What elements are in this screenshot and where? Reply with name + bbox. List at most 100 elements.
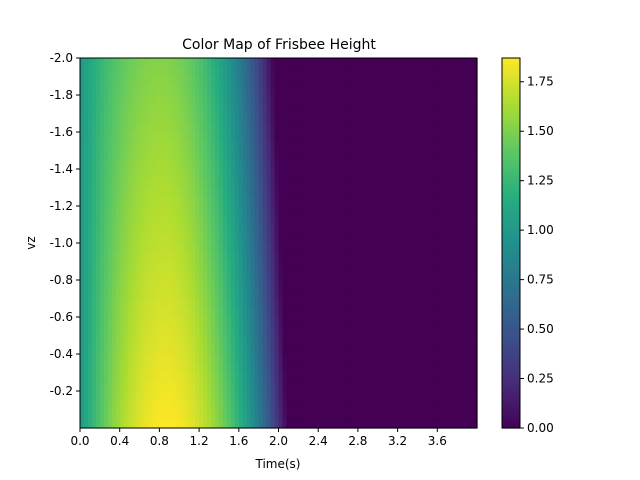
heatmap-cell xyxy=(135,381,141,392)
heatmap-cell xyxy=(262,85,268,96)
heatmap-cell xyxy=(242,76,248,87)
heatmap-cell xyxy=(214,196,220,207)
heatmap-cell xyxy=(369,289,375,300)
colorbar-swatch xyxy=(502,178,520,182)
heatmap-cell xyxy=(330,67,335,78)
heatmap-cell xyxy=(377,67,383,78)
heatmap-cell xyxy=(298,113,303,124)
heatmap-cell xyxy=(183,169,188,179)
heatmap-cell xyxy=(381,280,387,290)
heatmap-cell xyxy=(147,132,153,142)
heatmap-cell xyxy=(151,326,157,337)
heatmap-cell xyxy=(318,113,323,124)
heatmap-cell xyxy=(171,307,176,318)
heatmap-cell xyxy=(469,76,474,87)
heatmap-cell xyxy=(457,58,462,68)
heatmap-cell xyxy=(187,233,192,244)
heatmap-cell xyxy=(199,196,204,207)
heatmap-cell xyxy=(445,363,450,374)
heatmap-cell xyxy=(87,196,93,207)
heatmap-cell xyxy=(107,178,113,189)
heatmap-cell xyxy=(250,307,256,318)
heatmap-cell xyxy=(230,141,236,152)
heatmap-cell xyxy=(433,307,438,318)
heatmap-cell xyxy=(425,206,430,216)
heatmap-cell xyxy=(80,326,85,337)
heatmap-cell xyxy=(95,159,101,170)
heatmap-cell xyxy=(326,335,331,346)
heatmap-cell xyxy=(449,363,454,374)
heatmap-cell xyxy=(318,298,323,309)
heatmap-cell xyxy=(469,85,474,96)
heatmap-cell xyxy=(473,354,478,364)
heatmap-cell xyxy=(187,252,192,263)
heatmap-cell xyxy=(203,169,208,179)
heatmap-cell xyxy=(453,113,458,124)
heatmap-cell xyxy=(334,409,339,420)
heatmap-cell xyxy=(437,317,442,327)
heatmap-cell xyxy=(230,113,236,124)
heatmap-cell xyxy=(226,381,232,392)
heatmap-cell xyxy=(345,418,351,429)
heatmap-cell xyxy=(119,289,125,300)
heatmap-cell xyxy=(214,187,220,198)
heatmap-cell xyxy=(326,354,331,364)
heatmap-cell xyxy=(254,289,260,300)
heatmap-cell xyxy=(195,215,200,226)
heatmap-cell xyxy=(334,215,339,226)
y-tick-label: -1.4 xyxy=(50,162,73,176)
heatmap-cell xyxy=(306,132,311,142)
heatmap-cell xyxy=(95,67,101,78)
heatmap-cell xyxy=(433,354,438,364)
heatmap-cell xyxy=(349,122,355,133)
heatmap-cell xyxy=(159,178,164,189)
heatmap-cell xyxy=(127,372,133,383)
heatmap-cell xyxy=(425,76,430,87)
heatmap-cell xyxy=(473,261,478,272)
heatmap-cell xyxy=(282,132,288,142)
heatmap-cell xyxy=(381,141,387,152)
heatmap-cell xyxy=(80,104,85,115)
heatmap-cell xyxy=(286,243,292,253)
heatmap-cell xyxy=(266,159,272,170)
heatmap-cell xyxy=(274,85,280,96)
colorbar-swatch xyxy=(502,372,520,377)
colorbar-swatch xyxy=(502,397,520,401)
heatmap-cell xyxy=(270,317,276,327)
heatmap-cell xyxy=(222,400,228,411)
y-tick-label: -0.6 xyxy=(50,310,73,324)
heatmap-cell xyxy=(278,354,284,364)
heatmap-cell xyxy=(87,280,93,290)
heatmap-cell xyxy=(111,289,117,300)
heatmap-cell xyxy=(242,307,248,318)
heatmap-cell xyxy=(425,335,430,346)
heatmap-cell xyxy=(306,344,311,355)
heatmap-cell xyxy=(80,150,85,161)
heatmap-cell xyxy=(163,104,168,115)
heatmap-cell xyxy=(393,104,399,115)
heatmap-cell xyxy=(338,391,343,401)
heatmap-cell xyxy=(334,67,339,78)
heatmap-cell xyxy=(159,67,164,78)
heatmap-cell xyxy=(421,224,426,235)
heatmap-cell xyxy=(385,196,391,207)
heatmap-cell xyxy=(226,85,232,96)
heatmap-cell xyxy=(302,206,307,216)
heatmap-cell xyxy=(425,280,430,290)
heatmap-cell xyxy=(413,104,419,115)
heatmap-cell xyxy=(199,307,204,318)
heatmap-cell xyxy=(226,141,232,152)
heatmap-cell xyxy=(445,76,450,87)
heatmap-cell xyxy=(417,270,423,281)
heatmap-cell xyxy=(226,400,232,411)
heatmap-cell xyxy=(187,344,192,355)
colorbar-swatch xyxy=(502,165,520,170)
heatmap-cell xyxy=(385,289,391,300)
heatmap-cell xyxy=(381,104,387,115)
heatmap-cell xyxy=(135,243,141,253)
heatmap-cell xyxy=(302,215,307,226)
heatmap-cell xyxy=(135,113,141,124)
heatmap-cell xyxy=(175,289,180,300)
heatmap-cell xyxy=(445,270,450,281)
heatmap-cell xyxy=(155,67,160,78)
